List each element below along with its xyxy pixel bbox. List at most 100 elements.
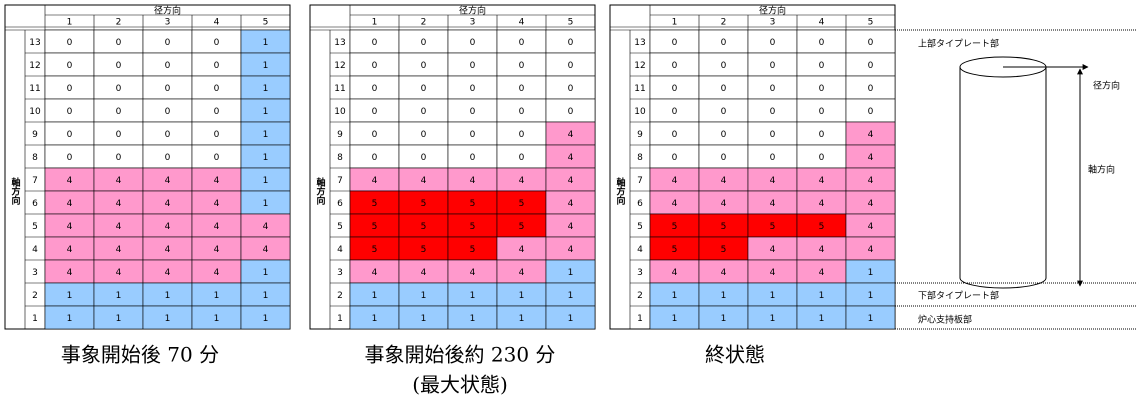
- cell-value: 0: [421, 61, 427, 71]
- row-label: 7: [337, 176, 343, 186]
- row-label: 3: [637, 268, 643, 278]
- cell-value: 0: [214, 153, 220, 163]
- cell-value: 0: [470, 107, 476, 117]
- cell-value: 5: [672, 245, 678, 255]
- cell-value: 0: [672, 84, 678, 94]
- row-label: 9: [637, 130, 643, 140]
- cell-value: 1: [819, 314, 825, 324]
- cylinder: [959, 67, 1047, 289]
- caption: 終状態: [705, 343, 765, 367]
- cell-value: 0: [470, 84, 476, 94]
- cell-value: 1: [519, 291, 525, 301]
- cell-value: 4: [819, 268, 825, 278]
- cell-value: 5: [421, 199, 427, 209]
- cell-value: 5: [672, 222, 678, 232]
- cell-value: 4: [568, 222, 574, 232]
- cell-value: 0: [721, 38, 727, 48]
- cell-value: 1: [470, 291, 476, 301]
- cell-value: 4: [519, 245, 525, 255]
- cell-value: 0: [721, 130, 727, 140]
- cell-value: 0: [819, 84, 825, 94]
- cell-value: 4: [67, 199, 73, 209]
- cell-value: 0: [67, 61, 73, 71]
- cell-value: 4: [165, 245, 171, 255]
- row-label: 5: [337, 222, 343, 232]
- cell-value: 0: [868, 38, 874, 48]
- cell-value: 1: [421, 291, 427, 301]
- cell-value: 4: [868, 153, 874, 163]
- column-label: 3: [165, 18, 171, 28]
- cell-value: 1: [263, 61, 269, 71]
- row-label: 9: [32, 130, 38, 140]
- cell-value: 0: [165, 153, 171, 163]
- row-label: 8: [637, 153, 643, 163]
- cell-value: 4: [770, 176, 776, 186]
- row-label: 13: [634, 38, 645, 48]
- cell-value: 1: [372, 314, 378, 324]
- row-label: 4: [637, 245, 643, 255]
- row-label: 3: [32, 268, 38, 278]
- cell-value: 0: [214, 61, 220, 71]
- cell-value: 5: [721, 245, 727, 255]
- cell-value: 0: [672, 61, 678, 71]
- cell-value: 1: [868, 291, 874, 301]
- cell-value: 4: [672, 268, 678, 278]
- cell-value: 1: [165, 314, 171, 324]
- cell-value: 0: [470, 38, 476, 48]
- row-label: 13: [29, 38, 40, 48]
- column-label: 5: [868, 18, 874, 28]
- cell-value: 0: [421, 38, 427, 48]
- cell-value: 4: [165, 222, 171, 232]
- cell-value: 0: [116, 38, 122, 48]
- cell-value: 0: [672, 153, 678, 163]
- cell-value: 4: [214, 222, 220, 232]
- column-label: 2: [421, 18, 427, 28]
- upper-label: 上部タイプレート部: [918, 38, 999, 50]
- column-label: 1: [67, 18, 73, 28]
- cell-value: 4: [214, 176, 220, 186]
- cell-value: 0: [165, 107, 171, 117]
- row-label: 11: [29, 84, 40, 94]
- column-label: 5: [568, 18, 574, 28]
- row-label: 2: [637, 291, 643, 301]
- cell-value: 4: [568, 176, 574, 186]
- row-label: 7: [32, 176, 38, 186]
- row-label: 6: [637, 199, 643, 209]
- radial-label: 径方向: [1093, 80, 1120, 92]
- cell-value: 1: [116, 291, 122, 301]
- caption: (最大状態): [412, 373, 508, 397]
- cell-value: 0: [721, 153, 727, 163]
- cell-value: 0: [770, 153, 776, 163]
- column-label: 4: [214, 18, 220, 28]
- cell-value: 4: [819, 176, 825, 186]
- cell-value: 0: [770, 107, 776, 117]
- cell-value: 0: [165, 130, 171, 140]
- cell-value: 1: [672, 291, 678, 301]
- cell-value: 0: [770, 38, 776, 48]
- cell-value: 0: [672, 130, 678, 140]
- cell-value: 0: [819, 107, 825, 117]
- cell-value: 4: [116, 199, 122, 209]
- cell-value: 4: [568, 130, 574, 140]
- header-title: 径方向: [154, 5, 181, 17]
- header-title: 径方向: [759, 5, 786, 17]
- cell-value: 1: [263, 268, 269, 278]
- cell-value: 1: [470, 314, 476, 324]
- cell-value: 0: [770, 130, 776, 140]
- row-label: 1: [337, 314, 343, 324]
- row-label: 1: [637, 314, 643, 324]
- cell-value: 1: [67, 314, 73, 324]
- cell-value: 4: [165, 268, 171, 278]
- cell-value: 0: [421, 84, 427, 94]
- cell-value: 0: [372, 84, 378, 94]
- cell-value: 4: [165, 176, 171, 186]
- row-label: 12: [334, 61, 345, 71]
- cell-value: 0: [421, 107, 427, 117]
- cell-value: 4: [568, 153, 574, 163]
- cell-value: 5: [421, 222, 427, 232]
- cell-value: 1: [263, 199, 269, 209]
- cell-value: 4: [67, 268, 73, 278]
- cell-value: 5: [721, 222, 727, 232]
- column-label: 5: [263, 18, 269, 28]
- cell: [240, 305, 291, 330]
